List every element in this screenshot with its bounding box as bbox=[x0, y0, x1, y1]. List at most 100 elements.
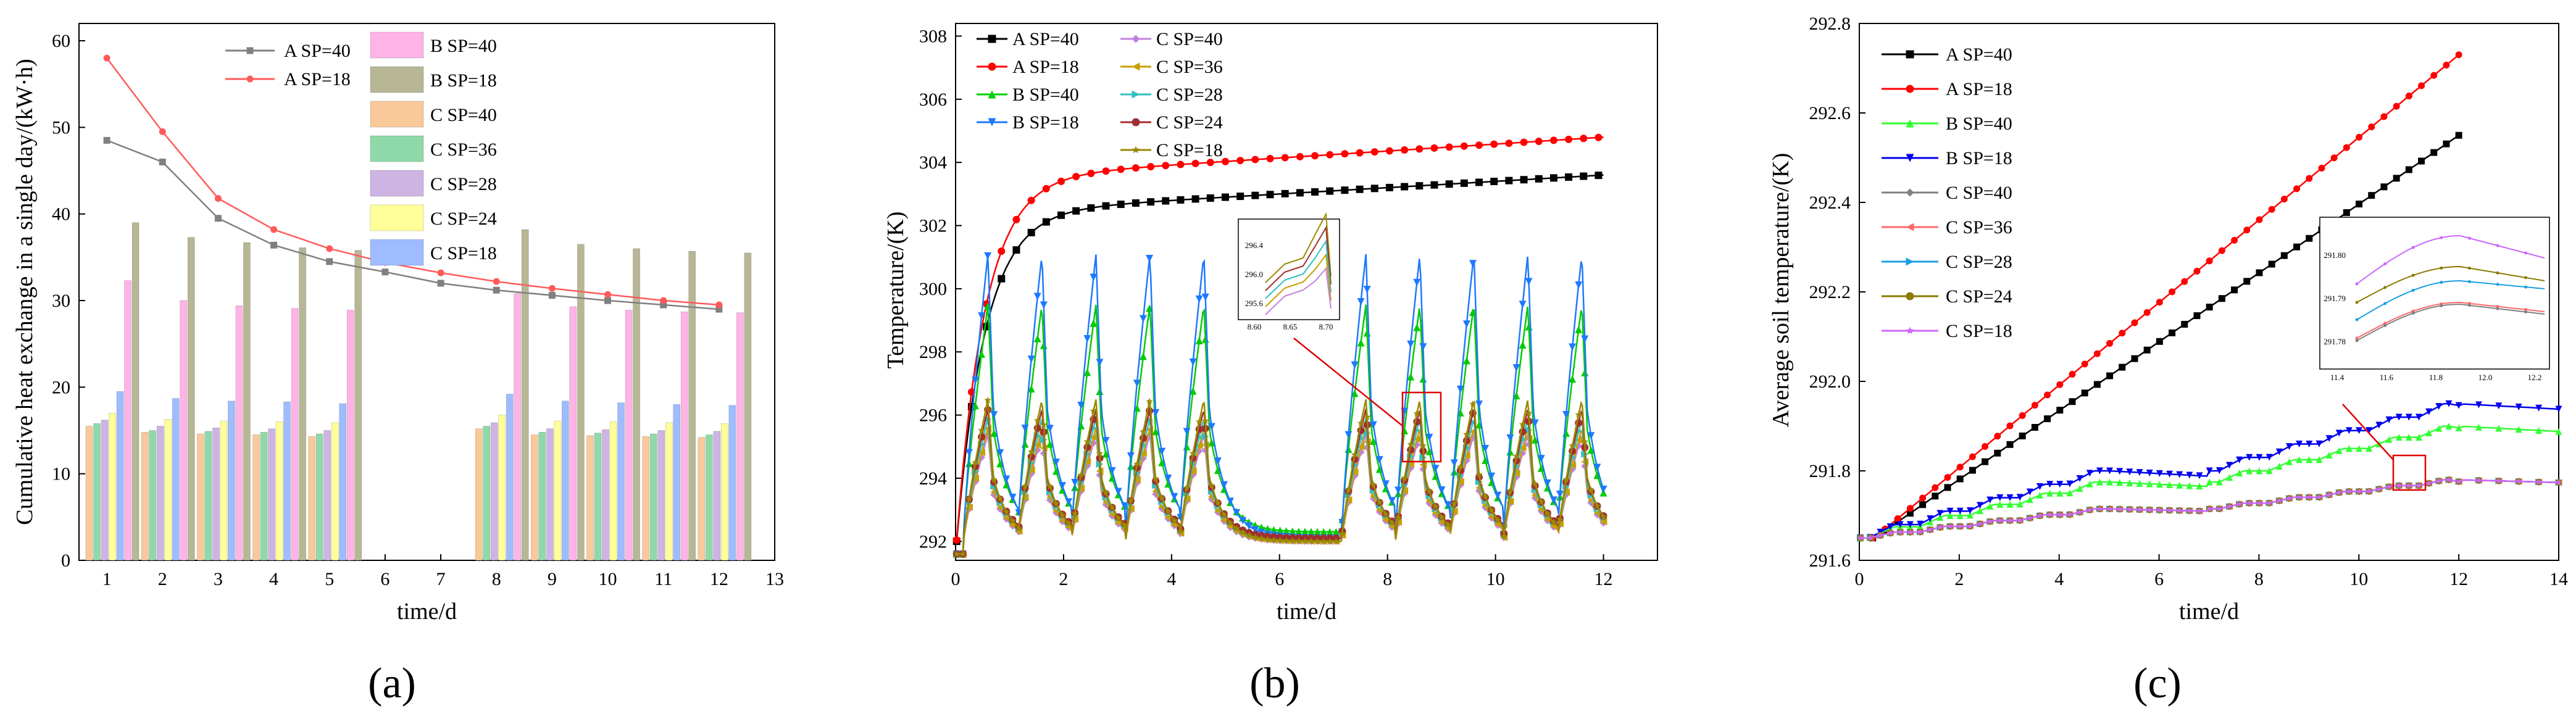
panel-c-point-a-sp-40 bbox=[2393, 175, 2400, 182]
panel-c-point-b-sp-40 bbox=[2086, 480, 2093, 488]
panel-c-point-a-sp-40 bbox=[1982, 458, 1989, 465]
panel-c-inset-point bbox=[2440, 281, 2443, 284]
panel-b-point-b-sp-18 bbox=[1170, 492, 1178, 500]
panel-c-caption: (c) bbox=[2133, 660, 2182, 707]
panel-a-y-tick-label: 10 bbox=[52, 464, 70, 484]
panel-c-point-b-sp-18 bbox=[2495, 402, 2503, 410]
panel-c-point-c-sp-18 bbox=[2306, 494, 2312, 500]
panel-c-point-b-sp-18 bbox=[2325, 435, 2333, 442]
panel-c-point-b-sp-40 bbox=[2196, 483, 2203, 490]
panel-b-point-b-sp-40 bbox=[1276, 526, 1284, 534]
panel-a-bar-c-sp-36 bbox=[538, 432, 546, 561]
panel-c-point-c-sp-18 bbox=[2146, 506, 2153, 513]
panel-a-bar-c-sp-28 bbox=[657, 430, 665, 561]
panel-b-point-a-sp-18 bbox=[1296, 152, 1304, 160]
panel-c-point-a-sp-40 bbox=[2368, 192, 2375, 199]
panel-a-bar-c-sp-40 bbox=[475, 428, 483, 561]
panel-b-point-c-sp-18 bbox=[1251, 533, 1259, 541]
panel-c-inset-point bbox=[2524, 308, 2528, 312]
panel-b-point-c-sp-18 bbox=[1027, 448, 1035, 455]
panel-a-plot-frame bbox=[78, 23, 775, 561]
panel-b-point-c-sp-18 bbox=[978, 426, 985, 434]
panel-b-point-b-sp-40 bbox=[1033, 334, 1041, 342]
panel-b-inset-line bbox=[1265, 239, 1332, 299]
panel-b-point-b-sp-18 bbox=[1482, 445, 1490, 453]
panel-b-point-b-sp-18 bbox=[1090, 273, 1098, 281]
panel-c-point-b-sp-18 bbox=[2356, 427, 2363, 434]
panel-a-legend-swatch bbox=[370, 204, 424, 231]
panel-b-point-a-sp-18 bbox=[1549, 136, 1557, 144]
panel-a-bar-c-sp-28 bbox=[268, 428, 275, 561]
panel-c-point-c-sp-18 bbox=[2385, 483, 2393, 490]
panel-a-point-a-sp-18 bbox=[214, 194, 222, 202]
panel-b-legend-marker bbox=[988, 118, 996, 127]
panel-b-point-b-sp-18 bbox=[965, 449, 973, 457]
panel-c-point-a-sp-18 bbox=[2455, 51, 2462, 59]
panel-b-point-b-sp-18 bbox=[1233, 509, 1241, 517]
panel-b-point-b-sp-18 bbox=[1108, 467, 1116, 475]
panel-b-point-a-sp-18 bbox=[1356, 149, 1364, 157]
panel-b-point-b-sp-18 bbox=[1519, 301, 1527, 309]
panel-c-point-c-sp-18 bbox=[2425, 479, 2432, 486]
panel-b-point-a-sp-18 bbox=[1401, 146, 1409, 154]
panel-b-x-tick-label: 6 bbox=[1275, 569, 1284, 589]
panel-b-point-c-sp-18 bbox=[1077, 471, 1085, 478]
panel-a-legend-label: B SP=40 bbox=[430, 36, 497, 56]
panel-b-point-b-sp-18 bbox=[1432, 465, 1440, 473]
panel-c-inset-line bbox=[2356, 303, 2545, 341]
panel-c-point-b-sp-40 bbox=[2535, 426, 2543, 434]
panel-c-point-b-sp-18 bbox=[2176, 471, 2183, 478]
panel-a-x-tick-label: 3 bbox=[214, 569, 223, 589]
panel-c-inset-point bbox=[2383, 302, 2387, 305]
panel-c-point-a-sp-18 bbox=[2356, 133, 2363, 141]
panel-a-bar-c-sp-18 bbox=[728, 405, 736, 561]
panel-a-x-tick-label: 10 bbox=[599, 569, 617, 589]
panel-b-point-a-sp-40 bbox=[1162, 197, 1170, 205]
panel-b-point-b-sp-18 bbox=[978, 312, 986, 320]
panel-b-point-c-sp-36 bbox=[1027, 466, 1035, 474]
panel-b-point-c-sp-36 bbox=[1090, 433, 1098, 441]
panel-b-point-a-sp-18 bbox=[1565, 135, 1573, 143]
panel-c-point-b-sp-18 bbox=[1917, 520, 1924, 528]
panel-c-x-tick-label: 12 bbox=[2449, 569, 2468, 589]
panel-b-point-b-sp-18 bbox=[1394, 486, 1403, 494]
panel-a-bar-c-sp-40 bbox=[642, 436, 649, 561]
panel-a-bar-c-sp-24 bbox=[665, 422, 673, 561]
panel-c-point-b-sp-40 bbox=[2275, 463, 2283, 470]
panel-b-point-b-sp-40 bbox=[1270, 526, 1278, 534]
panel-c-point-b-sp-18 bbox=[2425, 408, 2433, 415]
panel-a-bar-c-sp-18 bbox=[172, 398, 180, 561]
panel-c-point-c-sp-18 bbox=[2166, 507, 2173, 513]
panel-a-bar-c-sp-24 bbox=[109, 413, 116, 561]
panel-a-bar-c-sp-36 bbox=[204, 431, 212, 561]
panel-b-point-a-sp-18 bbox=[1475, 141, 1483, 149]
panel-c-legend-label: C SP=36 bbox=[1946, 217, 2012, 238]
panel-c-point-b-sp-18 bbox=[2026, 488, 2033, 496]
panel-c-point-c-sp-18 bbox=[2156, 507, 2163, 513]
panel-b-point-a-sp-18 bbox=[1251, 156, 1259, 164]
panel-b-x-tick-label: 4 bbox=[1167, 569, 1176, 589]
panel-c-point-a-sp-18 bbox=[2343, 144, 2350, 151]
panel-c-inset-point bbox=[2467, 280, 2471, 283]
panel-b-point-a-sp-40 bbox=[1580, 172, 1588, 180]
panel-b-point-a-sp-18 bbox=[1281, 154, 1289, 162]
panel-b-point-c-sp-18 bbox=[1506, 488, 1514, 495]
panel-b-legend-marker bbox=[988, 62, 996, 71]
panel-c-legend-marker bbox=[1906, 326, 1914, 334]
panel-a-point-a-sp-40 bbox=[270, 241, 278, 249]
panel-c-point-c-sp-18 bbox=[2216, 505, 2223, 512]
panel-b-point-c-sp-36 bbox=[978, 449, 986, 457]
panel-b-point-c-sp-18 bbox=[1475, 470, 1483, 478]
panel-a-bar-b-sp-18 bbox=[354, 250, 362, 561]
panel-b-point-b-sp-18 bbox=[1220, 481, 1228, 489]
panel-b-point-a-sp-18 bbox=[1132, 164, 1140, 172]
panel-b-point-c-sp-18 bbox=[1245, 531, 1253, 539]
panel-b-point-b-sp-18 bbox=[1599, 485, 1607, 493]
panel-b-point-b-sp-18 bbox=[1201, 293, 1209, 301]
panel-a-legend-label: C SP=24 bbox=[430, 209, 497, 229]
panel-b-point-b-sp-40 bbox=[1288, 527, 1296, 535]
panel-b-point-a-sp-40 bbox=[1326, 187, 1334, 195]
panel-c-inset-frame bbox=[2319, 217, 2550, 370]
panel-b-point-c-sp-18 bbox=[972, 459, 979, 466]
panel-b-point-c-sp-18 bbox=[984, 396, 991, 404]
